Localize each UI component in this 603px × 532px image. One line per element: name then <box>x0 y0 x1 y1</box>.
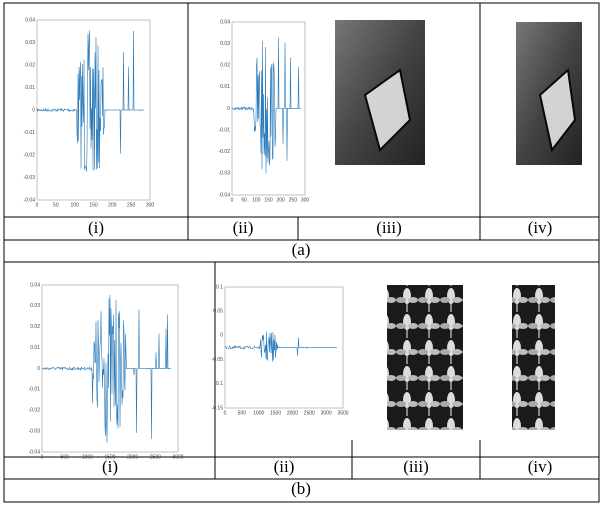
y-tick-label: 0.04 <box>220 19 230 25</box>
waveform <box>225 332 337 362</box>
y-tick-label: 0 <box>220 333 223 339</box>
flower-image <box>512 285 555 430</box>
x-tick-label: 0 <box>224 410 227 416</box>
y-tick-label: 0 <box>37 366 40 372</box>
y-tick-label: 0.02 <box>30 324 40 330</box>
x-tick-label: 250 <box>127 202 136 208</box>
y-tick-label: -0.02 <box>24 152 36 158</box>
flower-image <box>387 285 463 430</box>
x-tick-label: 1500 <box>104 454 115 460</box>
panel-caption: (b) <box>291 479 311 498</box>
waveform <box>37 31 144 172</box>
x-tick-label: 250 <box>289 197 298 203</box>
y-tick-label: -0.15 <box>212 405 224 411</box>
y-tick-label: -0.03 <box>219 171 231 177</box>
y-tick-label: 0.04 <box>25 17 35 23</box>
x-tick-label: 0 <box>231 197 234 203</box>
x-tick-label: 50 <box>241 197 247 203</box>
x-tick-label: 3000 <box>321 410 332 416</box>
x-tick-label: 300 <box>146 202 155 208</box>
y-tick-label: 0.02 <box>25 62 35 68</box>
waveform <box>42 295 171 443</box>
sub-label: (ii) <box>233 218 254 237</box>
y-tick-label: -0.03 <box>29 428 41 434</box>
x-tick-label: 500 <box>60 454 69 460</box>
y-tick-label: 0.03 <box>25 40 35 46</box>
y-tick-label: 0.03 <box>30 303 40 309</box>
waveform <box>232 37 301 173</box>
x-tick-label: 2000 <box>127 454 138 460</box>
x-tick-label: 500 <box>238 410 247 416</box>
x-tick-label: 2500 <box>304 410 315 416</box>
y-tick-label: -0.03 <box>24 175 36 181</box>
x-tick-label: 100 <box>70 202 79 208</box>
x-tick-label: 3000 <box>172 454 183 460</box>
y-tick-label: 0.05 <box>213 309 223 315</box>
x-tick-label: 3500 <box>337 410 348 416</box>
figure: (i)(ii)(iii)(iv)(i)(ii)(iii)(iv)(a)(b)0.… <box>0 0 603 532</box>
x-tick-label: 1000 <box>253 410 264 416</box>
x-tick-label: 150 <box>89 202 98 208</box>
y-tick-label: -0.04 <box>24 197 36 203</box>
panel-caption: (a) <box>292 240 311 259</box>
sub-label: (iii) <box>376 218 402 237</box>
sub-label: (ii) <box>274 457 295 476</box>
x-tick-label: 200 <box>108 202 117 208</box>
y-tick-label: -0.05 <box>212 357 224 363</box>
x-tick-label: 1000 <box>82 454 93 460</box>
y-tick-label: 0 <box>227 106 230 112</box>
x-tick-label: 50 <box>53 202 59 208</box>
y-tick-label: -0.04 <box>219 192 231 198</box>
sub-label: (iv) <box>528 218 553 237</box>
x-tick-label: 0 <box>41 454 44 460</box>
x-tick-label: 2500 <box>150 454 161 460</box>
sub-label: (iv) <box>528 457 553 476</box>
y-tick-label: 0.04 <box>30 282 40 288</box>
sub-label: (i) <box>88 218 104 237</box>
y-tick-label: -0.1 <box>214 381 223 387</box>
x-tick-label: 1500 <box>270 410 281 416</box>
y-tick-label: -0.02 <box>29 408 41 414</box>
y-tick-label: 0.02 <box>220 63 230 69</box>
y-tick-label: 0.01 <box>220 84 230 90</box>
x-tick-label: 2000 <box>287 410 298 416</box>
y-tick-label: -0.01 <box>29 387 41 393</box>
x-tick-label: 300 <box>301 197 310 203</box>
y-tick-label: -0.01 <box>24 130 36 136</box>
x-tick-label: 0 <box>36 202 39 208</box>
y-tick-label: 0.01 <box>30 345 40 351</box>
y-tick-label: 0.03 <box>220 41 230 47</box>
x-tick-label: 100 <box>252 197 261 203</box>
y-tick-label: -0.04 <box>29 449 41 455</box>
y-tick-label: -0.01 <box>219 127 231 133</box>
sub-label: (iii) <box>403 457 429 476</box>
y-tick-label: -0.02 <box>219 149 231 155</box>
y-tick-label: 0.01 <box>25 85 35 91</box>
y-tick-label: 0 <box>32 107 35 113</box>
y-tick-label: 0.1 <box>216 284 223 290</box>
x-tick-label: 150 <box>264 197 273 203</box>
x-tick-label: 200 <box>276 197 285 203</box>
